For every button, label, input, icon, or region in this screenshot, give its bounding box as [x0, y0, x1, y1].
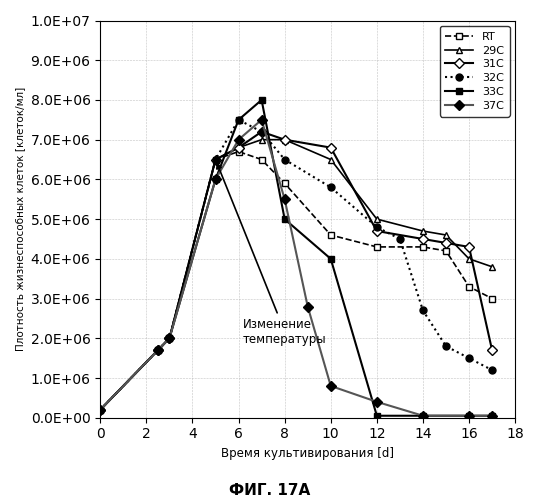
32C [443, 343, 449, 349]
Line: 29C: 29C [97, 136, 495, 413]
37C [281, 196, 288, 202]
RT [489, 296, 495, 302]
33C [489, 412, 495, 418]
RT [258, 156, 265, 162]
37C [155, 347, 161, 353]
31C [155, 347, 161, 353]
29C [328, 156, 334, 162]
RT [443, 248, 449, 254]
32C [281, 156, 288, 162]
32C [397, 236, 403, 242]
29C [420, 228, 426, 234]
29C [489, 264, 495, 270]
33C [236, 117, 242, 123]
37C [489, 412, 495, 418]
29C [97, 407, 103, 413]
33C [374, 412, 380, 418]
29C [466, 256, 472, 262]
32C [328, 184, 334, 190]
Line: RT: RT [97, 148, 495, 413]
31C [420, 236, 426, 242]
32C [212, 156, 219, 162]
RT [212, 156, 219, 162]
32C [258, 128, 265, 134]
29C [236, 144, 242, 150]
29C [155, 347, 161, 353]
Text: Изменение
температуры: Изменение температуры [217, 164, 327, 346]
31C [489, 347, 495, 353]
Line: 37C: 37C [97, 116, 495, 419]
32C [97, 407, 103, 413]
37C [258, 117, 265, 123]
32C [420, 308, 426, 314]
31C [212, 156, 219, 162]
31C [466, 244, 472, 250]
33C [166, 336, 172, 342]
37C [305, 304, 311, 310]
37C [328, 383, 334, 389]
RT [420, 244, 426, 250]
31C [97, 407, 103, 413]
31C [374, 228, 380, 234]
33C [155, 347, 161, 353]
32C [166, 336, 172, 342]
29C [212, 156, 219, 162]
37C [212, 176, 219, 182]
33C [328, 256, 334, 262]
37C [420, 412, 426, 418]
RT [374, 244, 380, 250]
32C [374, 224, 380, 230]
33C [281, 216, 288, 222]
Text: ФИГ. 17А: ФИГ. 17А [229, 483, 310, 498]
Line: 32C: 32C [97, 116, 495, 413]
37C [97, 407, 103, 413]
32C [236, 117, 242, 123]
37C [236, 136, 242, 142]
29C [281, 136, 288, 142]
RT [236, 148, 242, 154]
37C [374, 399, 380, 405]
33C [212, 176, 219, 182]
RT [466, 284, 472, 290]
29C [166, 336, 172, 342]
33C [258, 97, 265, 103]
29C [443, 232, 449, 238]
29C [258, 136, 265, 142]
RT [155, 347, 161, 353]
37C [166, 336, 172, 342]
31C [236, 144, 242, 150]
33C [466, 412, 472, 418]
31C [166, 336, 172, 342]
RT [97, 407, 103, 413]
29C [374, 216, 380, 222]
32C [489, 367, 495, 373]
Legend: RT, 29C, 31C, 32C, 33C, 37C: RT, 29C, 31C, 32C, 33C, 37C [440, 26, 509, 117]
33C [420, 412, 426, 418]
33C [97, 407, 103, 413]
Line: 33C: 33C [97, 96, 495, 419]
32C [466, 355, 472, 361]
31C [443, 240, 449, 246]
37C [466, 412, 472, 418]
RT [328, 232, 334, 238]
31C [258, 128, 265, 134]
X-axis label: Время культивирования [d]: Время культивирования [d] [221, 447, 394, 460]
Y-axis label: Плотность жизнеспособных клеток [клеток/мл]: Плотность жизнеспособных клеток [клеток/… [15, 87, 25, 351]
31C [328, 144, 334, 150]
RT [166, 336, 172, 342]
32C [155, 347, 161, 353]
31C [281, 136, 288, 142]
Line: 31C: 31C [97, 128, 495, 413]
RT [281, 180, 288, 186]
